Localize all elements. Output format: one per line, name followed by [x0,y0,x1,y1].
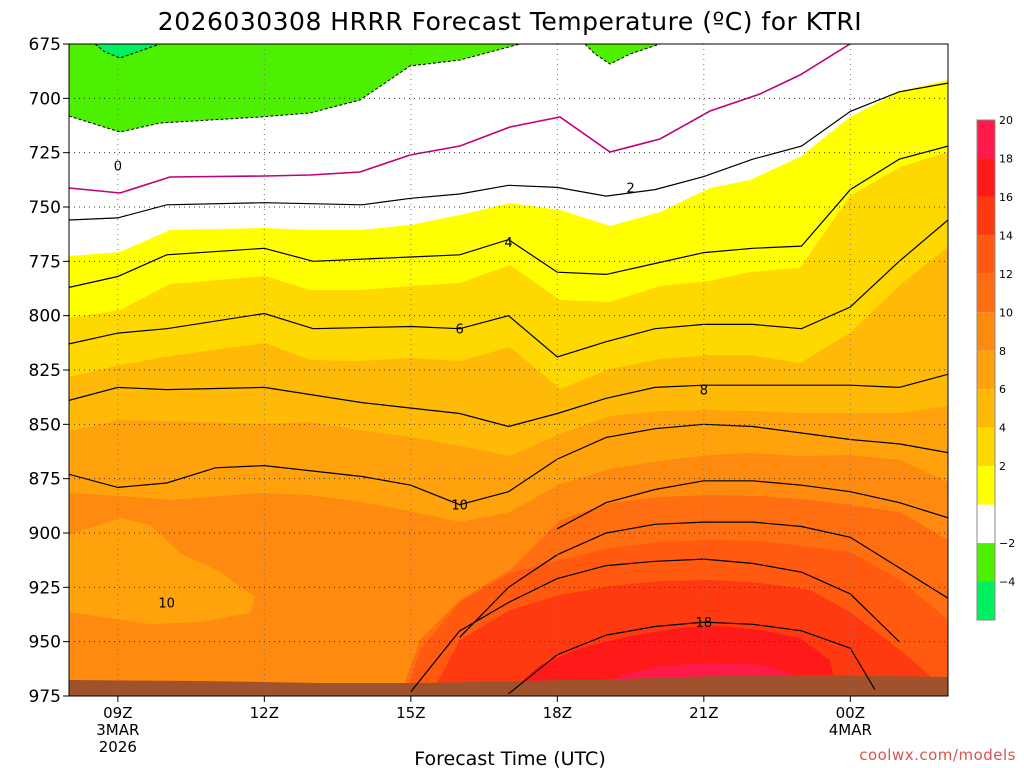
x-tick-label: 09Z [103,704,132,722]
contour-label: 2 [626,181,634,196]
grid [69,43,948,697]
y-tick-label: 825 [29,361,61,381]
colorbar-swatch [977,504,995,544]
colorbar-label: 20 [999,114,1013,127]
colorbar-swatch [977,466,995,505]
colorbar-label: 12 [999,268,1013,281]
y-tick-label: 800 [29,307,61,327]
colorbar-frame [976,119,996,621]
y-tick-label: 925 [29,578,61,598]
colorbar-swatch [977,312,995,351]
minus-two-isotherm-right [584,44,661,65]
fill-band-green-left [69,44,520,132]
colorbar-label: −2 [999,537,1015,550]
isotherm-14 [459,521,948,638]
colorbar-label: 10 [999,306,1013,319]
fill-band-10 [69,518,255,696]
x-axis-label: Forecast Time (UTC) [414,748,605,768]
isotherm-10 [69,423,948,506]
isotherm-6 [69,219,948,358]
colorbar-swatch [977,273,995,313]
terrain [69,675,948,696]
colorbar-label: 4 [999,422,1006,435]
minus-two-isotherm-left [69,44,521,133]
colorbar-swatch [977,543,995,582]
colorbar-swatch [977,158,995,197]
contour-label: 18 [696,616,713,631]
x-tick-label: 21Z [689,704,718,722]
y-tick-label: 850 [29,415,61,435]
isotherm-18 [508,621,876,695]
colorbar-label: −4 [999,576,1015,589]
colorbar-label: 8 [999,345,1006,358]
contour-labels: 0 2 4 6 8 10 10 18 [114,160,712,631]
y-tick-label: 700 [29,89,61,109]
contour-label: 4 [504,236,512,251]
colorbar-swatch [977,120,995,159]
isotherm-2 [69,82,948,221]
y-tick-label: 750 [29,198,61,218]
y-tick-label: 950 [29,633,61,653]
fill-band-bright-green [95,44,160,58]
filled-contours [69,44,948,696]
chart-title: 2026030308 HRRR Forecast Temperature (ºC… [158,7,862,36]
colorbar-swatch [977,235,995,274]
colorbar-label: 16 [999,191,1013,204]
contour-label: 6 [456,323,464,338]
y-tick-label: 775 [29,252,61,272]
isotherm-lines [69,82,948,695]
credit-link[interactable]: coolwx.com/models [859,746,1016,764]
zero-isotherm [69,44,851,194]
y-tick-label: 675 [29,35,61,55]
isotherm-4 [69,145,948,288]
contour-label: 0 [114,160,122,175]
y-tick-label: 975 [29,687,61,707]
y-tick-label: 725 [29,144,61,164]
colorbar-label: 2 [999,460,1006,473]
colorbar-swatch [977,350,995,390]
isotherm-8 [69,373,948,428]
colorbar-swatch [977,581,995,620]
colorbar-label: 14 [999,229,1013,242]
fill-band-green-right [585,44,660,64]
x-tick-label: 18Z [543,704,572,722]
colorbar: 20 18 16 14 12 10 8 6 4 2 −2 −4 [976,114,1015,621]
x-tick-label: 00Z [836,704,865,722]
x-tick-date: 4MAR [829,721,872,739]
contour-label: 10 [451,499,468,514]
colorbar-swatch [977,196,995,236]
minus-two-isotherm [69,44,661,133]
x-tick-date: 3MAR [96,721,139,739]
x-tick-year: 2026 [99,738,137,756]
colorbar-swatch [977,427,995,467]
y-tick-label: 900 [29,524,61,544]
contour-label: 8 [700,384,708,399]
colorbar-label: 18 [999,152,1013,165]
isotherm-12 [557,480,948,530]
x-tick-label: 12Z [250,704,279,722]
y-tick-label: 875 [29,470,61,490]
y-axis-ticks: 675 700 725 750 775 800 825 850 875 900 925 950 975 [29,35,69,707]
x-tick-label: 15Z [396,704,425,722]
minus-four-isotherm [94,44,161,59]
contour-label: 10 [158,597,175,612]
isotherm-16 [410,558,900,693]
colorbar-label: 6 [999,383,1006,396]
colorbar-swatch [977,389,995,428]
